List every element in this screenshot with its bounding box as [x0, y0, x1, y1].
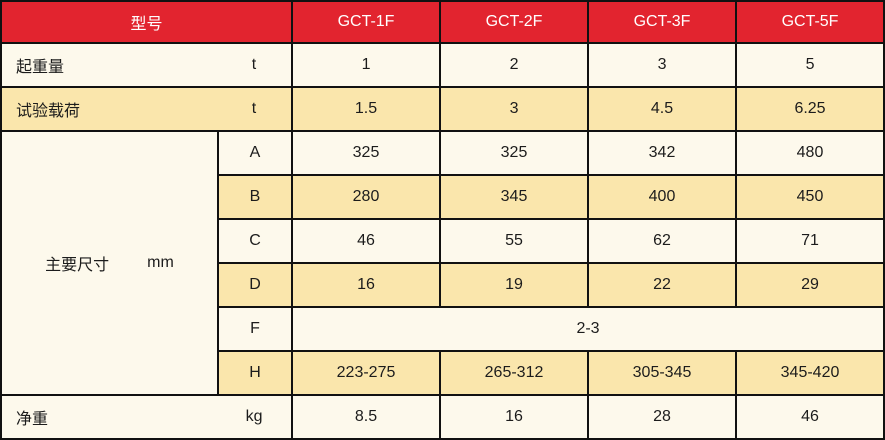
value-cell: 5: [735, 42, 885, 88]
header-column-gct-5f: GCT-5F: [735, 0, 885, 44]
value-cell: 19: [439, 262, 590, 308]
row-net-weight: 净重 kg 8.5 16 28 46: [0, 394, 885, 440]
row-dimension-d: D 16 19 22 29: [1, 262, 885, 308]
value-cell: 71: [735, 218, 885, 264]
header-column-gct-3f: GCT-3F: [587, 0, 738, 44]
value-cell: 223-275: [291, 350, 442, 396]
value-cell: 305-345: [587, 350, 738, 396]
value-cell: 280: [291, 174, 442, 220]
value-cell: 342: [587, 130, 738, 176]
dimension-letter: A: [216, 130, 294, 176]
value-cell: 345-420: [735, 350, 885, 396]
dimension-letter: F: [216, 306, 294, 352]
row-unit: t: [251, 100, 257, 117]
value-cell: 345: [439, 174, 590, 220]
value-cell: 62: [587, 218, 738, 264]
value-cell: 480: [735, 130, 885, 176]
value-cell: 55: [439, 218, 590, 264]
dimension-letter: H: [216, 350, 294, 396]
row-label: 净重: [16, 411, 49, 428]
value-cell: 400: [587, 174, 738, 220]
value-cell: 28: [587, 394, 738, 440]
value-cell: 1.5: [291, 86, 442, 132]
row-dimension-c: C 46 55 62 71: [1, 218, 885, 264]
row-label: 试验载荷: [16, 103, 81, 120]
row-unit: t: [251, 56, 257, 73]
header-model-label: 型号: [0, 0, 294, 44]
value-cell: 6.25: [735, 86, 885, 132]
merged-value-cell: 2-3: [291, 306, 885, 352]
main-dimensions-unit: mm: [147, 254, 174, 271]
value-cell: 22: [587, 262, 738, 308]
row-lifting-capacity: 起重量 t 1 2 3 5: [0, 42, 885, 88]
row-label-cell: 试验载荷 t: [0, 86, 294, 132]
row-dimension-h: H 223-275 265-312 305-345 345-420: [1, 350, 885, 396]
row-dimension-b: B 280 345 400 450: [1, 174, 885, 220]
value-cell: 46: [735, 394, 885, 440]
value-cell: 29: [735, 262, 885, 308]
row-dimension-f: F 2-3: [1, 306, 885, 352]
value-cell: 16: [439, 394, 590, 440]
value-cell: 4.5: [587, 86, 738, 132]
row-label: 起重量: [16, 59, 65, 76]
value-cell: 265-312: [439, 350, 590, 396]
value-cell: 325: [439, 130, 590, 176]
value-cell: 16: [291, 262, 442, 308]
value-cell: 2: [439, 42, 590, 88]
dimension-letter: C: [216, 218, 294, 264]
header-column-gct-2f: GCT-2F: [439, 0, 590, 44]
value-cell: 1: [291, 42, 442, 88]
main-dimensions-label-cell: 主要尺寸 mm: [0, 130, 219, 396]
main-dimensions-label: 主要尺寸: [45, 257, 110, 274]
value-cell: 46: [291, 218, 442, 264]
row-unit: kg: [245, 408, 263, 425]
value-cell: 325: [291, 130, 442, 176]
value-cell: 8.5: [291, 394, 442, 440]
value-cell: 3: [439, 86, 590, 132]
table-header-row: 型号 GCT-1F GCT-2F GCT-3F GCT-5F: [0, 0, 885, 44]
row-label-cell: 起重量 t: [0, 42, 294, 88]
value-cell: 450: [735, 174, 885, 220]
value-cell: 3: [587, 42, 738, 88]
row-label-cell: 净重 kg: [0, 394, 294, 440]
dimension-letter: B: [216, 174, 294, 220]
row-test-load: 试验载荷 t 1.5 3 4.5 6.25: [0, 86, 885, 132]
dimension-letter: D: [216, 262, 294, 308]
row-dimension-a: 主要尺寸 mm A 325 325 342 480: [0, 130, 885, 396]
header-column-gct-1f: GCT-1F: [291, 0, 442, 44]
